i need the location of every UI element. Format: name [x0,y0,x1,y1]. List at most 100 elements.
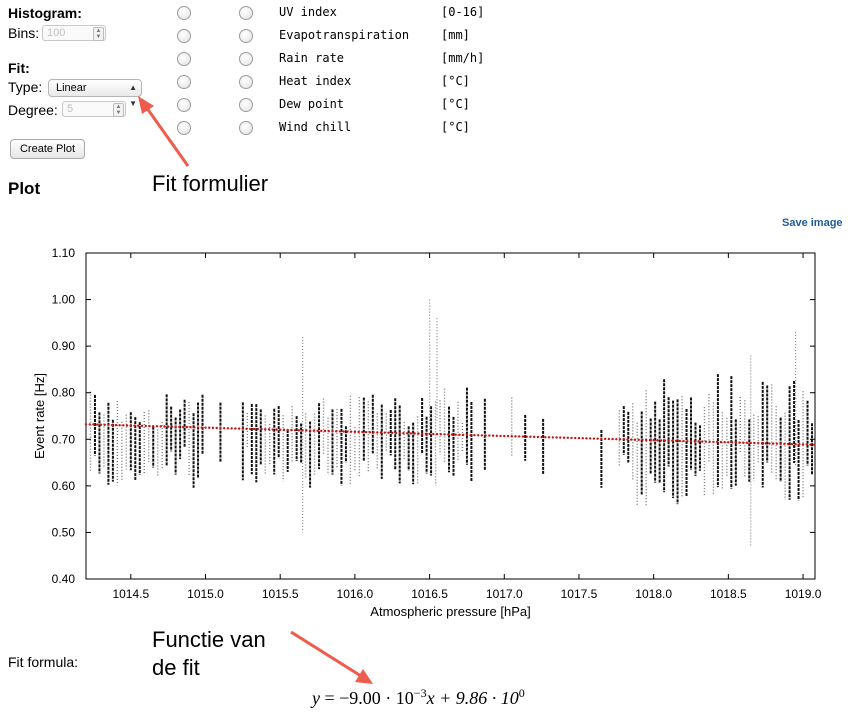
variable-name: Heat index [279,74,352,88]
fit-point [674,439,678,443]
fit-point [491,434,495,437]
fit-point [547,436,551,439]
fit-point [181,425,185,429]
radio-x-0[interactable] [177,6,191,20]
fit-point [745,441,749,445]
fit-point [204,426,207,429]
fit-point [544,435,547,439]
radio-y-1[interactable] [239,29,253,43]
fit-point [245,427,248,430]
fit-point [764,442,767,445]
radio-x-4[interactable] [177,98,191,112]
fit-point [615,437,618,441]
fit-point [719,440,723,444]
variable-unit: [mm/h] [441,51,485,65]
y-tick-label: 0.90 [52,339,76,353]
annotation-fit-form: Fit formulier [152,171,269,196]
fit-point [727,441,730,444]
variable-unit: [°C] [441,120,470,134]
fit-point [768,442,771,445]
save-image-link[interactable]: Save image [782,217,843,229]
fit-point [420,432,424,435]
fit-point [166,425,170,428]
variable-name: UV index [279,5,337,19]
fit-point [260,428,263,431]
annotation-arrow-fit-function [290,630,373,684]
fit-point [335,430,338,433]
x-tick-label: 1019.0 [785,587,822,601]
radio-y-2[interactable] [239,52,253,66]
fit-point [215,426,218,430]
fit-point [107,423,110,427]
fit-point [428,432,431,436]
fit-point [327,429,330,433]
x-tick-label: 1015.0 [187,587,224,601]
fit-point [585,437,588,440]
degree-input[interactable]: 5 ▲ ▼ [62,101,126,117]
fit-point [469,433,472,437]
y-tick-label: 0.80 [52,386,76,400]
formula-part1: = −9.00 · 10 [320,688,414,708]
fit-heading: Fit: [8,60,30,76]
fit-point [630,438,633,441]
radio-y-4[interactable] [239,98,253,112]
fit-point [644,438,648,442]
fit-point [779,442,782,445]
fit-point [495,434,499,438]
radio-y-0[interactable] [239,6,253,20]
fit-point [256,427,259,431]
radio-x-5[interactable] [177,121,191,135]
fit-point [290,428,293,432]
fit-point [320,429,323,433]
radio-x-3[interactable] [177,75,191,89]
fit-point [641,438,644,442]
fit-point [129,424,133,427]
fit-type-select[interactable]: Linear ▲ ▼ [48,79,142,108]
fit-point [570,436,573,440]
fit-point [588,437,592,440]
bins-input[interactable]: 100 ▲ ▼ [42,25,106,41]
x-tick-label: 1018.0 [635,587,672,601]
fit-point [122,424,125,427]
radio-y-5[interactable] [239,121,253,135]
fit-point [488,434,491,437]
fit-point [338,430,342,433]
create-plot-button[interactable]: Create Plot [10,139,85,159]
fit-point [402,431,405,435]
radio-y-3[interactable] [239,75,253,89]
bins-stepper-icon[interactable]: ▲ ▼ [93,27,104,41]
fit-point [114,423,118,427]
formula-exp1: −3 [413,686,427,700]
fit-point [301,429,304,432]
fit-point [753,441,756,445]
degree-stepper-icon[interactable]: ▲ ▼ [113,103,124,117]
fit-point [510,435,513,438]
type-label: Type: [8,79,43,95]
x-tick-label: 1015.5 [262,587,299,601]
fit-point [529,435,532,438]
fit-point [708,440,711,443]
y-tick-label: 1.10 [52,246,76,260]
fit-point [96,423,99,426]
fit-point [521,435,525,438]
radio-x-2[interactable] [177,52,191,66]
fit-point [185,425,189,429]
fit-point [286,428,289,432]
fit-point [110,423,114,427]
fit-point [704,440,708,443]
annotation-arrow-fit-form [138,96,190,167]
fit-point [689,440,693,443]
annotation-fit-function-line1: Functie van [152,627,266,652]
fit-formula: y = −9.00 · 10−3x + 9.86 · 100 [312,686,525,709]
fit-point [607,437,611,441]
fit-point [730,441,734,444]
fit-point [701,440,704,443]
fit-point [671,439,674,442]
fit-point [405,432,409,435]
fit-point [532,435,536,439]
radio-x-1[interactable] [177,29,191,43]
fit-point [760,442,764,445]
fit-point [293,428,297,432]
fit-point [193,426,196,429]
fit-point [480,434,484,437]
